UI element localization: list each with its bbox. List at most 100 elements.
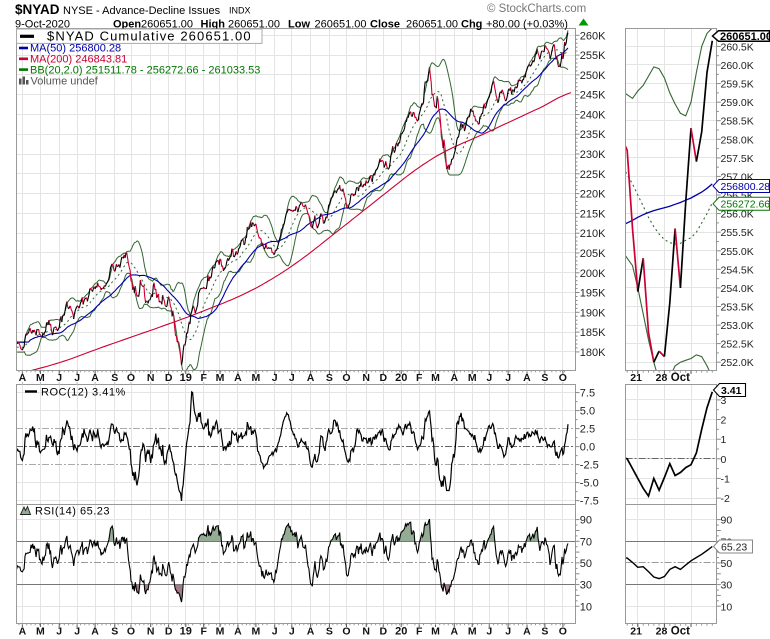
svg-text:N: N <box>147 626 155 638</box>
svg-text:19: 19 <box>180 626 192 638</box>
svg-text:S: S <box>541 372 548 384</box>
svg-text:215K: 215K <box>580 208 606 220</box>
svg-text:0.0: 0.0 <box>580 442 595 454</box>
svg-text:A: A <box>450 626 458 638</box>
svg-text:2.5: 2.5 <box>580 424 595 436</box>
svg-text:A: A <box>523 626 531 638</box>
svg-text:© StockCharts.com: © StockCharts.com <box>487 3 586 15</box>
svg-text:A: A <box>234 626 242 638</box>
svg-text:3: 3 <box>721 395 727 407</box>
svg-text:A: A <box>523 372 531 384</box>
svg-text:10: 10 <box>580 601 592 613</box>
svg-text:7.5: 7.5 <box>580 388 595 400</box>
svg-text:J: J <box>505 372 511 384</box>
svg-text:BB(20,2.0) 251511.78 - 256272.: BB(20,2.0) 251511.78 - 256272.66 - 26103… <box>30 64 260 76</box>
svg-text:260.0K: 260.0K <box>721 60 754 72</box>
svg-text:3.41: 3.41 <box>721 385 742 397</box>
svg-text:0: 0 <box>721 454 727 466</box>
svg-text:O: O <box>127 626 135 638</box>
svg-text:J: J <box>289 372 295 384</box>
svg-text:255.0K: 255.0K <box>721 246 754 258</box>
svg-text:252.5K: 252.5K <box>721 339 754 351</box>
svg-text:N: N <box>362 626 370 638</box>
svg-text:260K: 260K <box>580 30 606 42</box>
svg-text:M: M <box>468 626 477 638</box>
svg-text:J: J <box>56 626 62 638</box>
svg-text:260651.00: 260651.00 <box>141 19 193 31</box>
svg-text:F: F <box>200 372 207 384</box>
svg-text:230K: 230K <box>580 149 606 161</box>
svg-text:260651.00: 260651.00 <box>315 19 367 31</box>
svg-text:N: N <box>147 372 155 384</box>
svg-text:J: J <box>505 626 511 638</box>
svg-text:A: A <box>91 626 99 638</box>
svg-text:50: 50 <box>721 558 733 570</box>
svg-text:A: A <box>234 372 242 384</box>
svg-text:253.5K: 253.5K <box>721 301 754 313</box>
svg-text:A: A <box>19 626 27 638</box>
svg-text:235K: 235K <box>580 129 606 141</box>
svg-text:INDX: INDX <box>229 6 251 16</box>
svg-text:ROC(12) 3.41%: ROC(12) 3.41% <box>41 387 126 399</box>
svg-text:O: O <box>342 372 350 384</box>
svg-text:2: 2 <box>721 415 727 427</box>
svg-text:F: F <box>416 626 423 638</box>
svg-text:S: S <box>111 626 118 638</box>
svg-text:$NYAD Cumulative 260651.00: $NYAD Cumulative 260651.00 <box>47 29 252 44</box>
svg-text:256.0K: 256.0K <box>721 209 754 221</box>
svg-text:MA(200) 246843.81: MA(200) 246843.81 <box>30 54 127 66</box>
svg-text:O: O <box>559 372 567 384</box>
svg-text:254.0K: 254.0K <box>721 283 754 295</box>
svg-text:257.5K: 257.5K <box>721 153 754 165</box>
svg-text:S: S <box>326 626 333 638</box>
svg-text:M: M <box>468 372 477 384</box>
svg-text:19: 19 <box>180 372 192 384</box>
svg-text:260651.00: 260651.00 <box>228 19 280 31</box>
svg-text:-1: -1 <box>721 473 730 485</box>
svg-text:O: O <box>559 626 567 638</box>
svg-text:220K: 220K <box>580 189 606 201</box>
svg-text:M: M <box>251 626 260 638</box>
svg-text:260.5K: 260.5K <box>721 41 754 53</box>
svg-text:259.0K: 259.0K <box>721 97 754 109</box>
svg-text:190K: 190K <box>580 307 606 319</box>
svg-text:D: D <box>379 372 387 384</box>
svg-text:1: 1 <box>721 434 727 446</box>
svg-text:Oct: Oct <box>671 372 690 384</box>
svg-text:245K: 245K <box>580 90 606 102</box>
svg-text:225K: 225K <box>580 169 606 181</box>
svg-text:A: A <box>450 372 458 384</box>
svg-text:NYSE - Advance-Decline Issues: NYSE - Advance-Decline Issues <box>63 5 221 17</box>
svg-text:Chg: Chg <box>461 19 482 31</box>
svg-text:M: M <box>216 372 225 384</box>
svg-text:S: S <box>326 372 333 384</box>
svg-text:J: J <box>74 372 80 384</box>
svg-text:A: A <box>307 372 315 384</box>
svg-text:J: J <box>486 626 492 638</box>
svg-text:S: S <box>541 626 548 638</box>
svg-text:M: M <box>251 372 260 384</box>
svg-text:J: J <box>74 626 80 638</box>
svg-text:28: 28 <box>656 626 668 638</box>
svg-text:D: D <box>379 626 387 638</box>
svg-text:A: A <box>91 372 99 384</box>
svg-text:28: 28 <box>656 372 668 384</box>
svg-text:High: High <box>201 19 226 31</box>
svg-text:185K: 185K <box>580 327 606 339</box>
svg-text:258.0K: 258.0K <box>721 134 754 146</box>
svg-text:20: 20 <box>395 626 407 638</box>
svg-text:Volume undef: Volume undef <box>31 75 99 87</box>
svg-text:D: D <box>165 626 173 638</box>
svg-text:30: 30 <box>721 580 733 592</box>
svg-text:RSI(14) 65.23: RSI(14) 65.23 <box>35 506 110 518</box>
svg-text:260651.00: 260651.00 <box>720 31 770 43</box>
svg-text:-2.5: -2.5 <box>580 460 599 472</box>
svg-text:J: J <box>486 372 492 384</box>
svg-text:Close: Close <box>370 19 400 31</box>
svg-text:MA(50) 256800.28: MA(50) 256800.28 <box>30 43 121 55</box>
svg-text:J: J <box>272 372 278 384</box>
svg-text:260651.00: 260651.00 <box>406 19 458 31</box>
svg-text:F: F <box>416 372 423 384</box>
svg-text:N: N <box>362 372 370 384</box>
svg-text:253.0K: 253.0K <box>721 320 754 332</box>
